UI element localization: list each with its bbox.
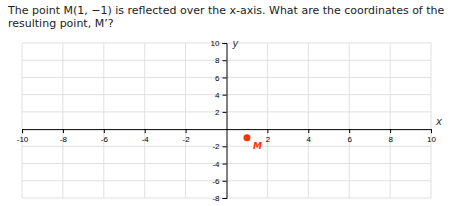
y-tick-label: 2: [215, 108, 220, 117]
y-tick-label: 6: [215, 74, 220, 83]
grid-line: [144, 43, 145, 198]
y-tick-label: -6: [212, 177, 220, 186]
grid-line: [267, 43, 268, 198]
chart: The point M(1, −1) is reflected over the…: [0, 0, 453, 206]
y-tick-mark: [223, 77, 227, 78]
x-tick-label: 6: [347, 135, 352, 144]
y-tick: 8: [215, 56, 226, 65]
x-tick-mark: [390, 129, 391, 133]
y-tick: -8: [212, 194, 226, 203]
x-tick-mark: [63, 129, 64, 133]
x-tick-mark: [145, 129, 146, 133]
x-tick-mark: [104, 129, 105, 133]
y-tick-mark: [223, 181, 227, 182]
x-axis-label: x: [435, 116, 442, 127]
y-axis-label: y: [232, 38, 240, 49]
x-tick-label: -8: [60, 135, 68, 144]
grid-line: [103, 43, 104, 198]
x-tick-mark: [186, 129, 187, 133]
x-tick-label: 8: [388, 135, 393, 144]
y-tick-mark: [223, 146, 227, 147]
x-tick-label: 10: [427, 135, 436, 144]
y-tick: -2: [212, 142, 226, 151]
points: [243, 134, 250, 141]
grid-line: [185, 43, 186, 198]
y-axis-line: [223, 44, 228, 199]
y-tick: 10: [211, 39, 227, 48]
x-tick: -4: [142, 129, 150, 144]
y-tick: 4: [215, 91, 226, 100]
x-tick: 4: [307, 129, 312, 144]
grid-line: [390, 43, 391, 198]
grid: [22, 43, 431, 198]
title: The point M(1, −1) is reflected over the…: [7, 4, 445, 30]
y-tick-mark: [223, 60, 227, 61]
x-tick-mark: [349, 129, 350, 133]
x-tick-label: 4: [307, 135, 312, 144]
y-tick-label: -2: [212, 142, 220, 151]
x-tick: -2: [183, 129, 191, 144]
x-tick: 6: [347, 129, 352, 144]
x-tick-mark: [22, 129, 23, 133]
point-label: M: [253, 141, 262, 151]
y-tick-label: -8: [212, 194, 220, 203]
y-tick-mark: [223, 198, 227, 199]
x-tick: 2: [266, 129, 271, 144]
x-tick: 10: [427, 129, 436, 144]
grid-line: [22, 43, 431, 44]
y-tick-label: 10: [211, 39, 220, 48]
x-tick-label: -4: [142, 135, 150, 144]
x-tick: -10: [17, 129, 29, 144]
y-tick-mark: [223, 164, 227, 165]
grid-line: [431, 43, 432, 198]
x-tick-mark: [308, 129, 309, 133]
y-tick-mark: [223, 43, 227, 44]
x-tick-mark: [267, 129, 268, 133]
grid-line: [308, 43, 309, 198]
y-tick-mark: [223, 112, 227, 113]
y-tick-mark: [223, 95, 227, 96]
point: [243, 134, 250, 141]
y-axis: -8 -6 -4 -2 2 4 6 8 10: [211, 39, 227, 203]
grid-line: [22, 43, 23, 198]
x-tick-label: -6: [101, 135, 109, 144]
x-tick-label: 2: [266, 135, 271, 144]
x-tick: -6: [101, 129, 109, 144]
y-tick-label: 8: [215, 56, 220, 65]
grid-line: [349, 43, 350, 198]
x-tick: 8: [388, 129, 393, 144]
x-tick-label: -2: [183, 135, 191, 144]
y-tick: 2: [215, 108, 226, 117]
y-tick: -4: [212, 160, 226, 169]
y-tick-label: 4: [215, 91, 220, 100]
x-tick-label: -10: [17, 135, 29, 144]
x-tick-mark: [431, 129, 432, 133]
x-tick: -8: [60, 129, 68, 144]
y-tick-label: -4: [212, 160, 220, 169]
y-tick: 6: [215, 74, 226, 83]
grid-line: [62, 43, 63, 198]
plot: -10 -8 -6 -4 -2 2 4 6 8 10 -8 -6 -4 -2 2 4 6 8 10 x y M: [17, 38, 442, 203]
y-tick: -6: [212, 177, 226, 186]
